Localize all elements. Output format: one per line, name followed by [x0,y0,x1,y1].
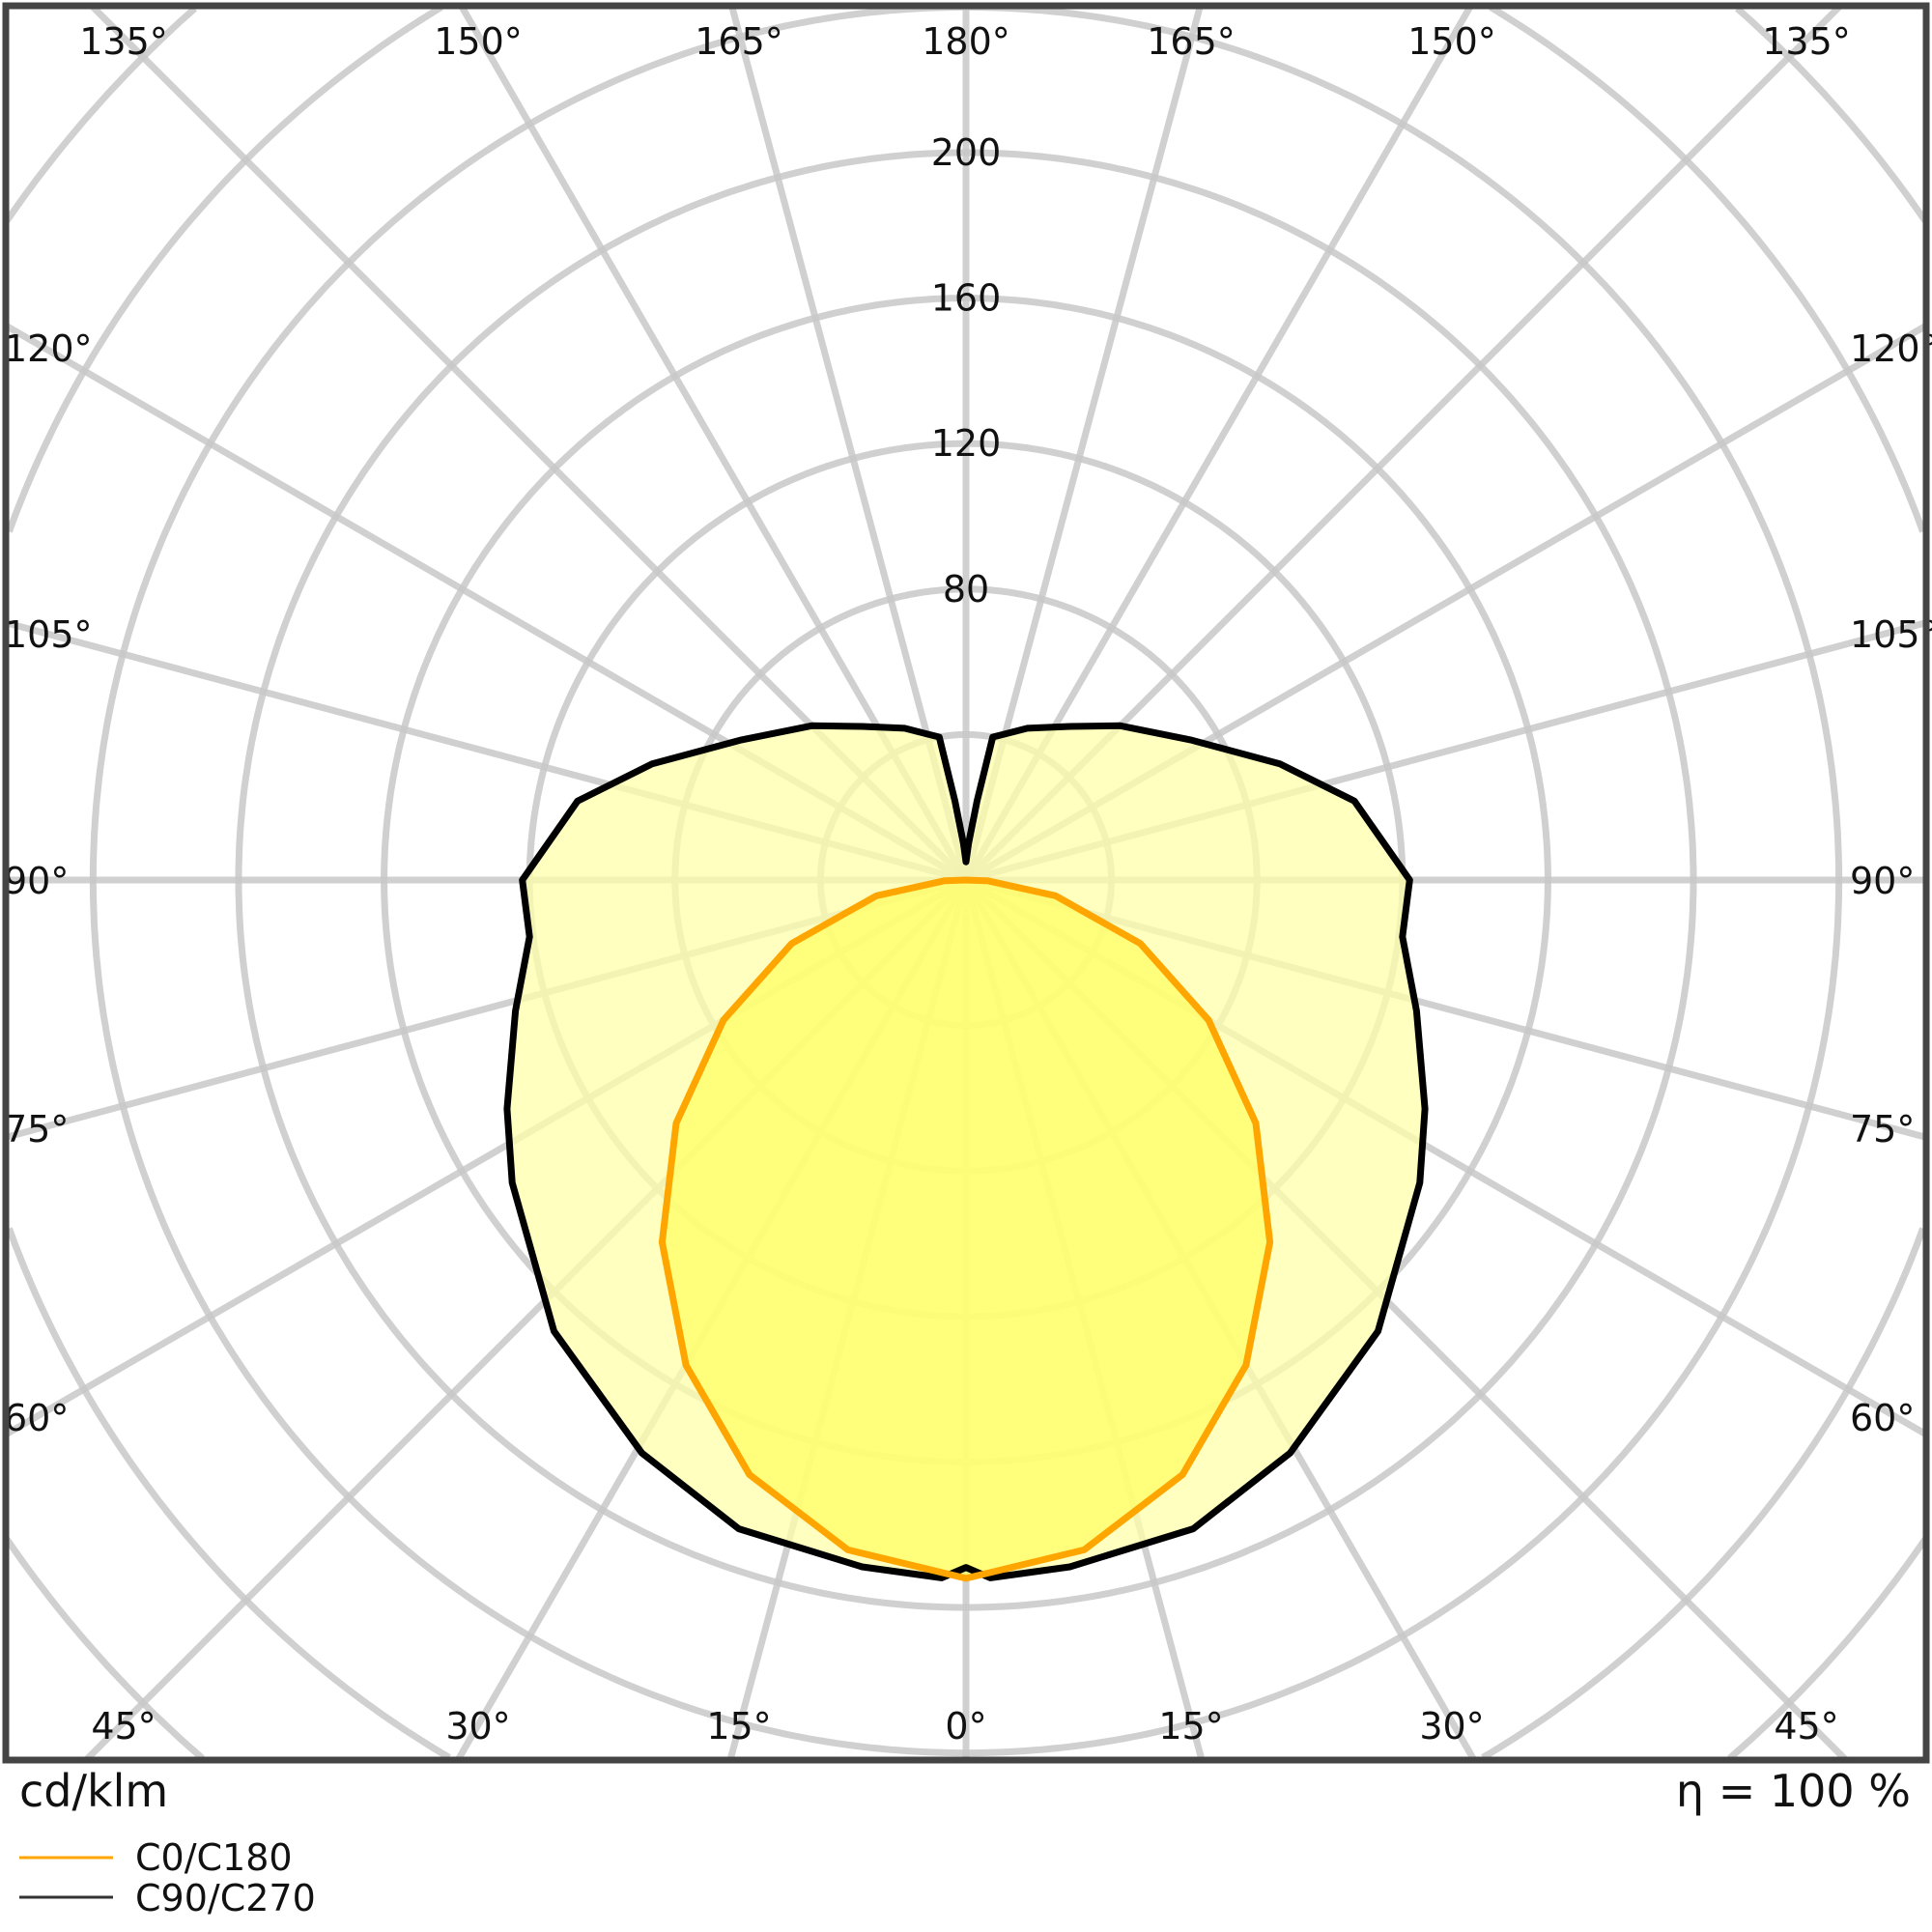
legend-label-c90: C90/C270 [135,1877,316,1919]
radial-tick-label: 80 [943,568,989,611]
radial-tick-label: 120 [931,422,1002,465]
legend-label-c0: C0/C180 [135,1836,293,1879]
angle-label-left: 120° [4,327,93,370]
angle-label-top: 165° [1147,20,1236,63]
angle-label-right: 120° [1850,327,1932,370]
angle-label-top: 135° [1762,20,1851,63]
angle-label-bottom: 30° [445,1705,510,1747]
angle-label-left: 75° [4,1108,69,1151]
angle-label-top: 135° [79,20,168,63]
angle-label-top: 150° [434,20,523,63]
angle-label-left: 60° [4,1397,69,1439]
angle-label-bottom: 15° [1158,1705,1223,1747]
angle-label-bottom: 30° [1419,1705,1484,1747]
angle-label-right: 90° [1850,860,1915,902]
series-line-c0-c180 [658,876,1274,1582]
plot-frame [2,2,1930,1764]
angle-label-left: 105° [4,613,93,656]
angle-label-bottom: 45° [91,1705,156,1747]
series-fill-c0-c180 [662,880,1270,1578]
series-line-c90-c270 [503,722,1429,1581]
angle-label-bottom: 0° [945,1705,986,1747]
angle-label-top: 165° [695,20,783,63]
unit-label: cd/klm [19,1765,168,1817]
angle-label-right: 60° [1850,1397,1915,1439]
angle-label-right: 105° [1850,613,1932,656]
angle-label-left: 90° [4,860,69,902]
angle-label-right: 75° [1850,1108,1915,1151]
axis-labels: 80 120 160 200 135° 150° 165° 180° 165° 150° 135° 4… [4,20,1932,1747]
grid-ring [6,4,1926,1761]
angle-label-bottom: 45° [1774,1705,1838,1747]
angle-label-top: 150° [1407,20,1496,63]
radial-tick-label: 200 [931,131,1002,174]
radial-tick-label: 160 [931,277,1002,320]
grid-ring [4,6,1928,1761]
angle-label-bottom: 15° [706,1705,771,1747]
legend: C0/C180 C90/C270 [19,1836,316,1919]
curves [503,722,1429,1582]
efficiency-label: η = 100 % [1676,1765,1911,1817]
angle-label-top: 180° [922,20,1010,63]
